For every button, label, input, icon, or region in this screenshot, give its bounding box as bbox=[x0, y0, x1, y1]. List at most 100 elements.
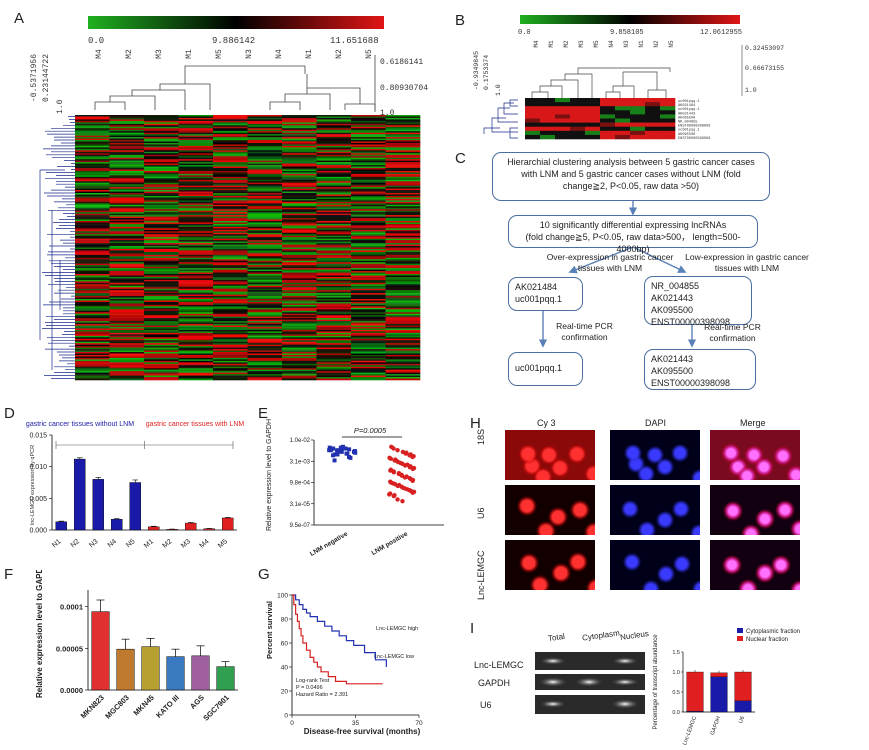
heatmap-cell bbox=[351, 232, 386, 235]
heatmap-cell bbox=[144, 123, 179, 126]
heatmap-cell bbox=[385, 246, 421, 248]
heatmap-cell bbox=[282, 153, 317, 156]
heatmap-cell bbox=[282, 378, 317, 381]
chart-g: Percent survival Disease-free survival (… bbox=[265, 593, 423, 737]
point-lnm-negative bbox=[348, 455, 353, 460]
heatmap-cell bbox=[540, 110, 556, 115]
h-col-merge: Merge bbox=[740, 418, 766, 428]
heatmap-cell bbox=[316, 206, 352, 209]
heatmap-cell bbox=[385, 353, 421, 356]
heatmap-cell bbox=[75, 173, 110, 176]
heatmap-cell bbox=[282, 122, 317, 125]
heatmap-cell bbox=[75, 362, 110, 365]
heatmap-cell bbox=[316, 157, 352, 160]
heatmap-cell bbox=[282, 123, 317, 126]
heatmap-cell bbox=[385, 141, 421, 144]
heatmap-cell bbox=[351, 279, 386, 282]
heatmap-cell bbox=[600, 134, 616, 140]
heatmap-cell bbox=[247, 153, 283, 156]
heatmap-cell bbox=[385, 238, 421, 241]
heatmap-cell bbox=[109, 346, 145, 348]
heatmap-cell bbox=[109, 184, 145, 186]
heatmap-cell bbox=[213, 340, 248, 343]
heatmap-cell bbox=[351, 193, 386, 195]
chart-f-ylabel: Relative expression level to GAPDH bbox=[35, 570, 44, 698]
heatmap-cell bbox=[385, 172, 421, 175]
heatmap-cell bbox=[351, 116, 386, 119]
heatmap-cell bbox=[213, 310, 248, 313]
heatmap-cell bbox=[178, 366, 214, 369]
heatmap-cell bbox=[178, 219, 214, 222]
heatmap-cell bbox=[75, 275, 110, 278]
heatmap-cell bbox=[109, 148, 145, 151]
heatmap-cell bbox=[144, 120, 179, 123]
heatmap-cell bbox=[385, 165, 421, 167]
heatmap-cell bbox=[282, 303, 317, 306]
heatmap-cell bbox=[282, 235, 317, 238]
heatmap-cell bbox=[385, 181, 421, 184]
heatmap-cell bbox=[75, 304, 110, 307]
heatmap-cell bbox=[282, 256, 317, 259]
heatmap-cell bbox=[247, 375, 283, 378]
heatmap-cell bbox=[109, 340, 145, 343]
heatmap-cell bbox=[282, 234, 317, 237]
heatmap-cell bbox=[75, 138, 110, 141]
heatmap-cell bbox=[351, 170, 386, 173]
heatmap-cell bbox=[351, 377, 386, 379]
heatmap-cell bbox=[144, 368, 179, 370]
heatmap-cell bbox=[247, 206, 283, 209]
heatmap-cell bbox=[316, 279, 352, 282]
heatmap-cell bbox=[351, 175, 386, 178]
heatmap-cell bbox=[144, 159, 179, 161]
heatmap-cell bbox=[144, 228, 179, 231]
heatmap-cell bbox=[75, 232, 110, 235]
heatmap-cell bbox=[75, 293, 110, 295]
heatmap-cell bbox=[247, 195, 283, 198]
heatmap-cell bbox=[385, 291, 421, 294]
heatmap-cell bbox=[213, 126, 248, 129]
heatmap-cell bbox=[351, 359, 386, 362]
heatmap-cell bbox=[109, 338, 145, 341]
heatmap-cell bbox=[247, 209, 283, 211]
heatmap-cell bbox=[351, 306, 386, 309]
heatmap-cell bbox=[75, 175, 110, 178]
heatmap-cell bbox=[525, 122, 541, 127]
heatmap-cell bbox=[316, 244, 352, 247]
heatmap-cell bbox=[178, 154, 214, 157]
heatmap-cell bbox=[75, 287, 110, 290]
heatmap-cell bbox=[75, 119, 110, 122]
heatmap-cell bbox=[178, 240, 214, 242]
heatmap-cell bbox=[247, 243, 283, 245]
heatmap-cell bbox=[213, 335, 248, 338]
heatmap-cell bbox=[75, 142, 110, 145]
heatmap-cell bbox=[385, 145, 421, 148]
heatmap-cell bbox=[75, 328, 110, 331]
dendro-right-1-b: 0.32453097 bbox=[745, 45, 784, 52]
heatmap-cell bbox=[213, 226, 248, 229]
heatmap-cell bbox=[247, 142, 283, 145]
heatmap-cell bbox=[316, 197, 352, 200]
dendro-left-1-b: -0.9349845 bbox=[473, 51, 480, 90]
heatmap-cell bbox=[316, 126, 352, 129]
heatmap-cell bbox=[75, 240, 110, 242]
heatmap-cell bbox=[351, 319, 386, 322]
heatmap-cell bbox=[75, 344, 110, 347]
heatmap-cell bbox=[316, 221, 352, 223]
heatmap-cell bbox=[282, 335, 317, 338]
heatmap-cell bbox=[282, 198, 317, 201]
heatmap-cell bbox=[247, 204, 283, 207]
panel-label-d: D bbox=[4, 405, 15, 422]
heatmap-cell bbox=[351, 253, 386, 256]
heatmap-cell bbox=[144, 340, 179, 343]
x-tick-label: U6 bbox=[738, 716, 746, 725]
heatmap-cell bbox=[316, 226, 352, 229]
legend-swatch-cyto bbox=[737, 628, 743, 633]
heatmap-cell bbox=[385, 131, 421, 133]
heatmap-cell bbox=[75, 163, 110, 166]
chart-g-stat-2: P = 0.0496 bbox=[296, 685, 323, 691]
legend-swatch-nuc bbox=[737, 636, 743, 641]
heatmap-cell bbox=[282, 166, 317, 169]
heatmap-cell bbox=[75, 117, 110, 120]
heatmap-cell bbox=[178, 132, 214, 135]
heatmap-cell bbox=[282, 134, 317, 136]
